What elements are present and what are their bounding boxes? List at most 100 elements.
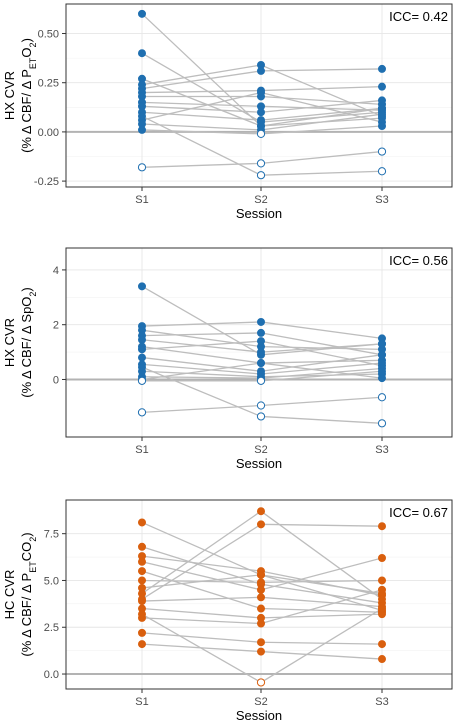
data-point: [256, 317, 265, 326]
x-axis-label: Session: [236, 708, 282, 720]
data-point: [137, 376, 147, 385]
data-point: [256, 412, 266, 421]
data-point: [137, 163, 147, 172]
data-point: [256, 578, 265, 587]
data-point: [256, 376, 266, 385]
data-point: [256, 570, 265, 579]
data-point: [377, 585, 386, 594]
data-point: [377, 640, 386, 649]
data-point: [256, 619, 265, 628]
y-tick-label: 2.5: [44, 622, 59, 634]
panel-border: [65, 499, 453, 690]
y-axis-label-line2: (% Δ CBF/ Δ PETO2): [19, 38, 38, 153]
x-axis-label: Session: [236, 206, 282, 221]
data-point: [377, 576, 386, 585]
panel-1: -0.25 0.00 0.25 0.50 S1 S2 S3 Session ICC= 0.42 H…: [2, 3, 453, 221]
data-point: [137, 567, 146, 576]
icc-annotation: ICC= 0.42: [389, 9, 448, 24]
data-point: [256, 401, 266, 410]
x-tick-label: S1: [135, 194, 148, 206]
data-point: [256, 647, 265, 656]
data-point: [256, 337, 265, 346]
data-point: [377, 110, 386, 119]
data-point: [377, 122, 386, 131]
data-point: [377, 604, 386, 613]
data-point: [256, 638, 265, 647]
panel-2: 0 2 4 S1 S2 S3 Session ICC= 0.56 HX CVR (% Δ CBF/…: [2, 247, 453, 471]
data-point: [137, 557, 146, 566]
data-point: [256, 507, 265, 516]
data-point: [256, 66, 265, 75]
data-point: [256, 348, 265, 357]
data-point: [256, 359, 265, 368]
data-point: [137, 125, 146, 134]
data-point: [377, 350, 386, 359]
x-tick-label: S1: [135, 696, 148, 708]
data-point: [137, 610, 146, 619]
data-point: [377, 82, 386, 91]
data-point: [377, 522, 386, 531]
x-axis-label: Session: [236, 456, 282, 471]
data-point: [137, 112, 146, 121]
y-tick-label: 0.50: [38, 29, 59, 41]
data-point: [137, 542, 146, 551]
data-point: [137, 282, 146, 291]
data-point: [256, 593, 265, 602]
y-tick-label: 7.5: [44, 529, 59, 541]
data-point: [256, 116, 265, 125]
data-point: [137, 353, 146, 362]
data-point: [256, 171, 266, 180]
x-tick-label: S2: [254, 444, 267, 456]
data-point: [137, 576, 146, 585]
data-point: [377, 367, 386, 376]
x-tick-label: S3: [375, 444, 388, 456]
data-point: [137, 518, 146, 527]
data-point: [137, 345, 146, 354]
y-axis-label-line2: (% Δ CBF/ Δ SpO2): [19, 287, 38, 398]
y-tick-label: 0.00: [38, 127, 59, 139]
data-point: [377, 64, 386, 73]
data-point: [377, 167, 387, 176]
panel-3: 0.0 2.5 5.0 7.5 S1 S2 S3 Session ICC= 0.67 HC CVR…: [2, 499, 453, 720]
data-point: [137, 363, 146, 372]
data-point: [256, 159, 266, 168]
data-point: [377, 147, 387, 156]
y-axis-label-line1: HX CVR: [2, 71, 17, 120]
data-point: [256, 520, 265, 529]
icc-annotation: ICC= 0.67: [389, 505, 448, 520]
data-point: [137, 9, 146, 18]
data-point: [377, 595, 386, 604]
y-axis-label-line1: HX CVR: [2, 318, 17, 367]
y-tick-label: 0.25: [38, 78, 59, 90]
data-point: [137, 49, 146, 58]
data-point: [377, 393, 387, 402]
x-tick-label: S2: [254, 194, 267, 206]
data-point: [137, 335, 146, 344]
data-point: [256, 678, 266, 687]
y-tick-label: 2: [53, 320, 59, 332]
data-point: [377, 96, 386, 105]
x-tick-label: S2: [254, 696, 267, 708]
data-point: [377, 339, 386, 348]
data-point: [256, 585, 265, 594]
panel-border: [65, 247, 453, 438]
data-point: [137, 595, 146, 604]
y-tick-label: 0: [53, 374, 59, 386]
data-point: [377, 374, 386, 383]
y-tick-label: 5.0: [44, 575, 59, 587]
data-point: [137, 408, 147, 417]
x-tick-label: S3: [375, 696, 388, 708]
y-axis-label-line1: HC CVR: [2, 570, 17, 620]
x-tick-label: S1: [135, 444, 148, 456]
data-point: [256, 129, 266, 138]
y-axis-label-line2: (% Δ CBF/ Δ PETCO2): [19, 532, 38, 656]
data-point: [256, 88, 265, 97]
y-tick-label: 0.0: [44, 669, 59, 681]
data-point: [256, 328, 265, 337]
data-point: [137, 640, 146, 649]
data-point: [377, 655, 386, 664]
y-tick-label: 4: [53, 265, 59, 277]
panel-border: [65, 3, 453, 188]
x-tick-label: S3: [375, 194, 388, 206]
